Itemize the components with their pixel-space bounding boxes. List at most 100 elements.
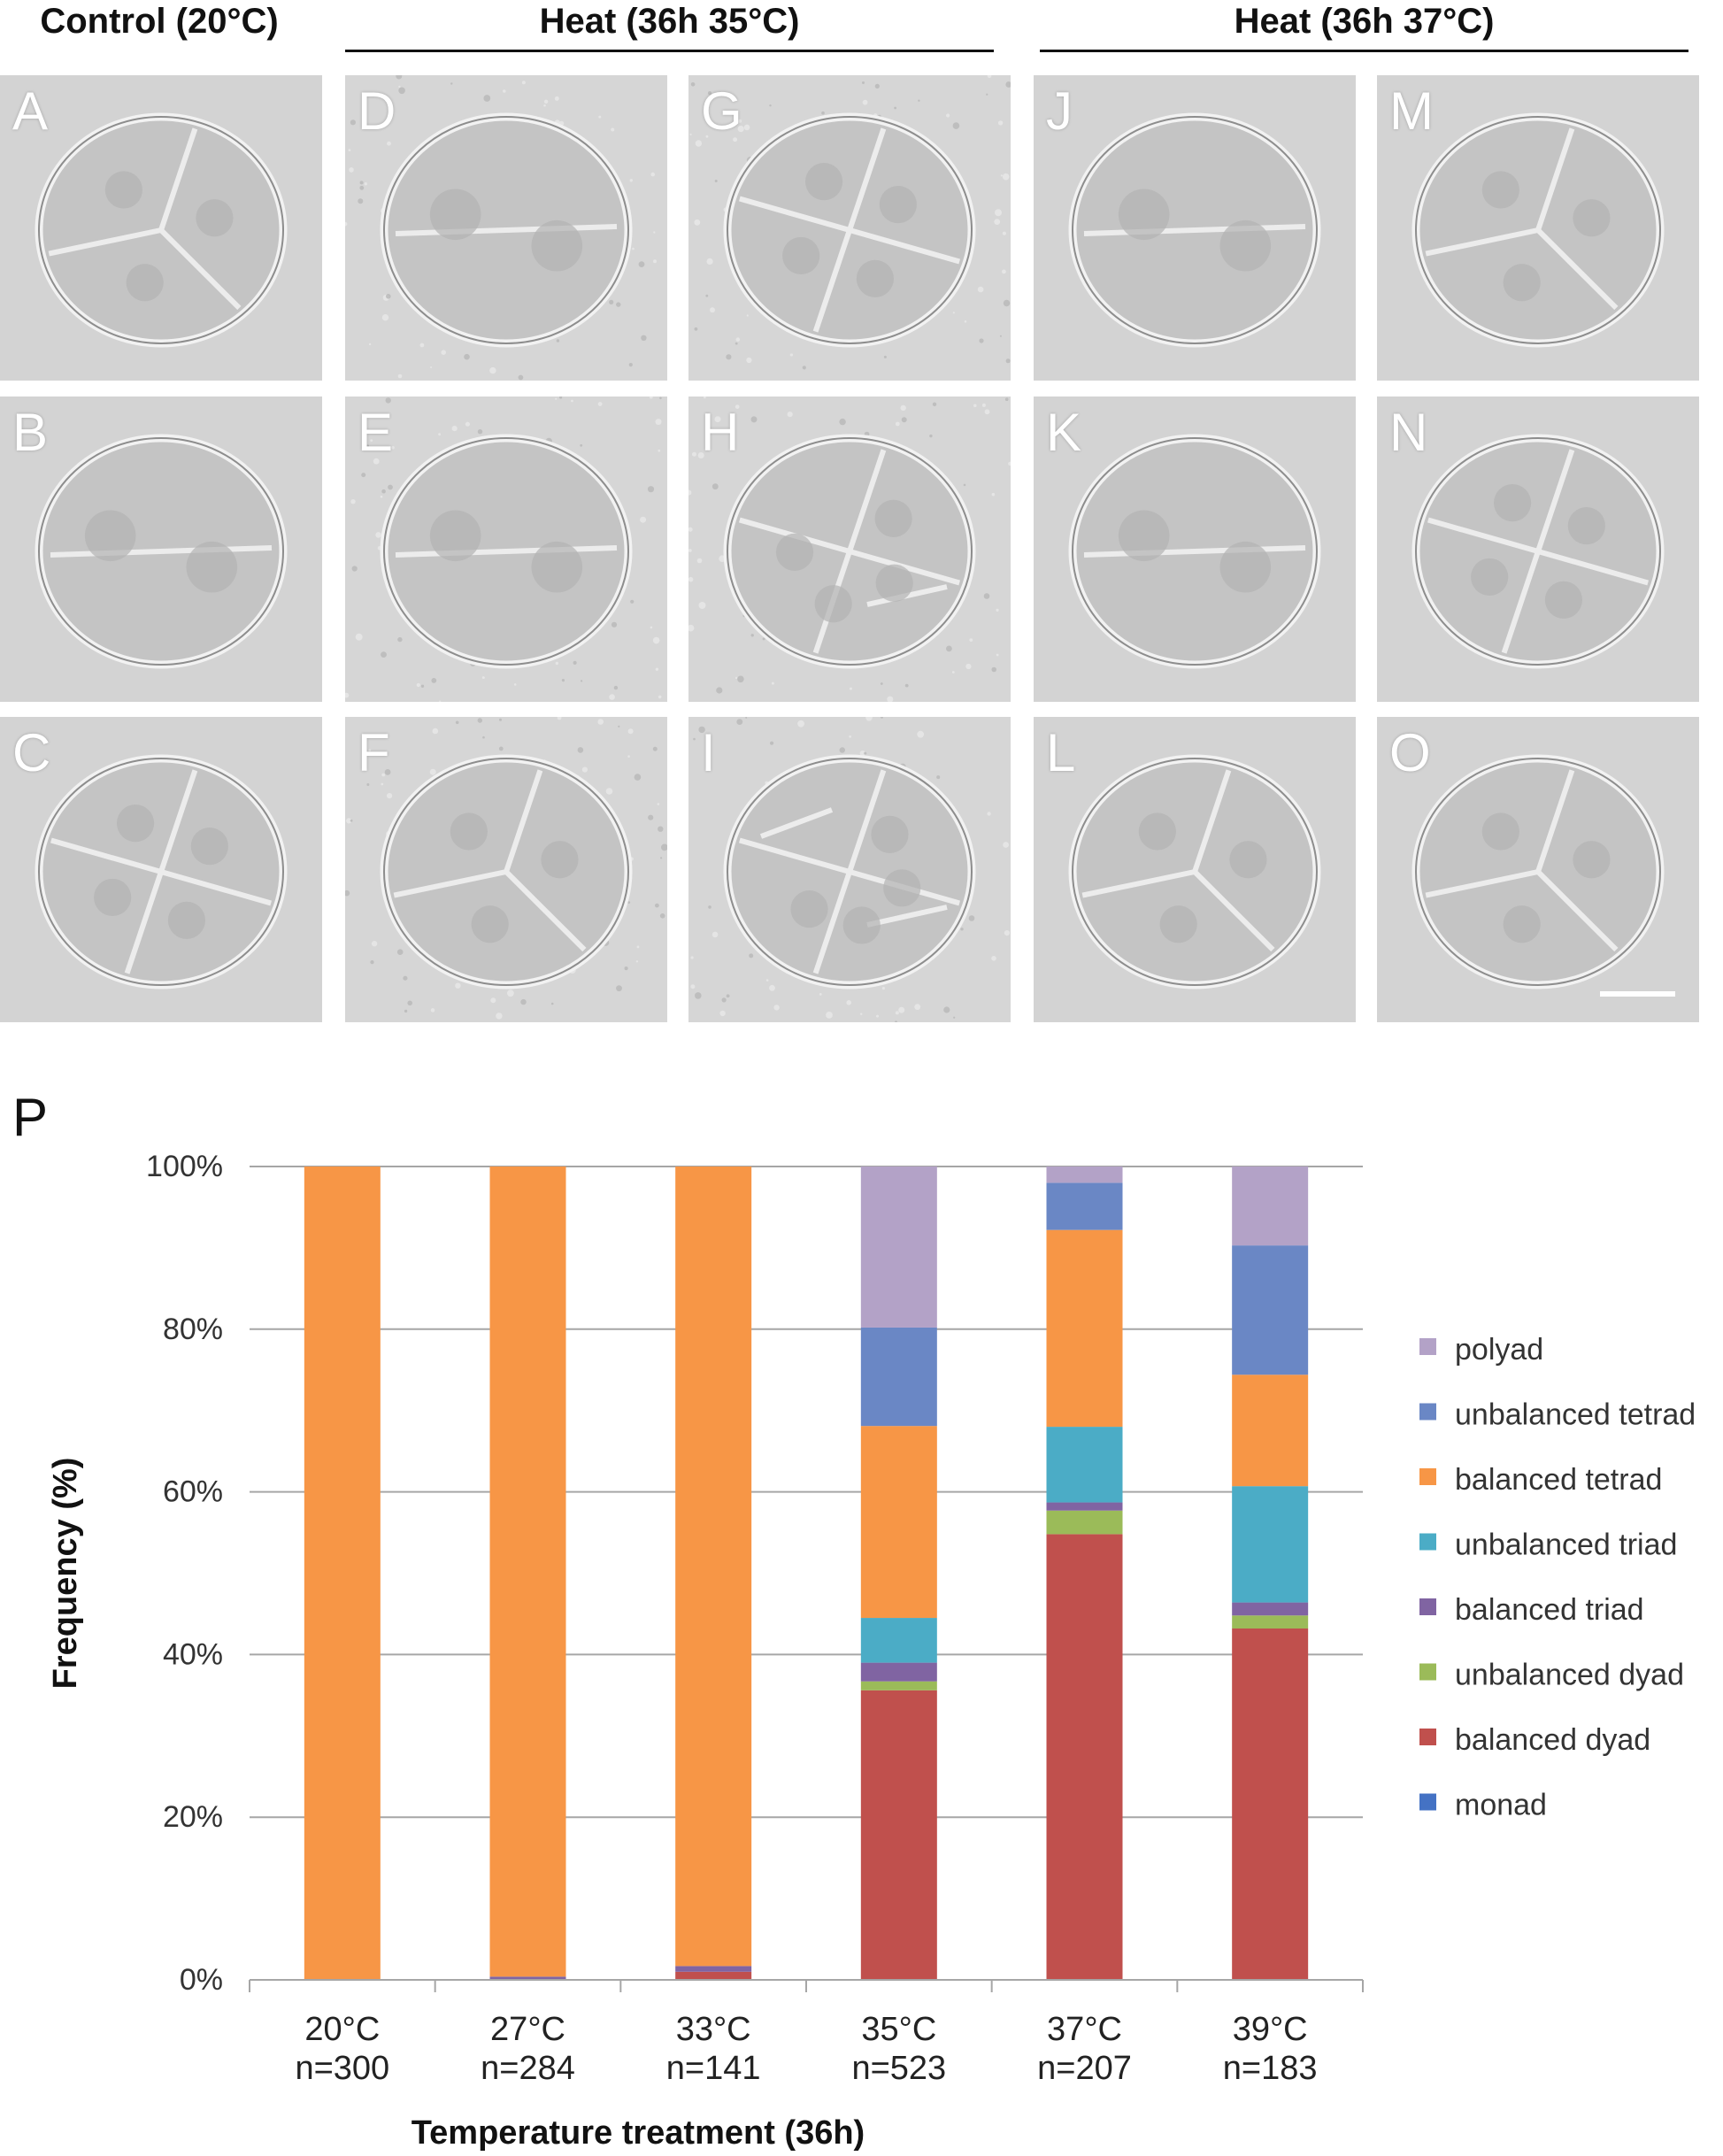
micrograph-image — [1034, 75, 1356, 381]
micrograph-panel-i: I — [688, 717, 1011, 1022]
bar-segment-balanced-dyad — [860, 1690, 937, 1980]
micrograph-image — [345, 397, 667, 702]
micrograph-panel-j: J — [1034, 75, 1356, 381]
bar-segment-balanced-tetrad — [1046, 1229, 1123, 1428]
bar-segment-balanced-triad — [675, 1966, 752, 1972]
micrograph-panel-h: H — [688, 397, 1011, 702]
legend-label: monad — [1455, 1789, 1547, 1822]
bar-segment-polyad — [860, 1167, 937, 1328]
legend-label: unbalanced dyad — [1455, 1659, 1684, 1692]
micrograph-image — [688, 717, 1011, 1022]
bar-segment-balanced-tetrad — [304, 1167, 381, 1980]
legend-label: balanced triad — [1455, 1593, 1644, 1627]
x-tick-label: 39°C — [1233, 2011, 1308, 2048]
header-heat-35-underline — [345, 50, 994, 52]
panel-letter: H — [701, 403, 740, 462]
x-tick-label: 37°C — [1047, 2011, 1122, 2048]
panel-letter: M — [1389, 81, 1434, 141]
x-tick-sublabel: n=207 — [1037, 2050, 1132, 2087]
x-tick-label: 33°C — [676, 2011, 751, 2048]
bar-segment-balanced-tetrad — [675, 1167, 752, 1967]
bar-segment-balanced-tetrad — [489, 1167, 566, 1977]
bar-segment-balanced-dyad — [1046, 1534, 1123, 1980]
panel-letter: D — [358, 81, 396, 141]
panel-letter: E — [358, 403, 394, 462]
bar-segment-unbalanced-triad — [860, 1618, 937, 1663]
bar-segment-balanced-triad — [860, 1662, 937, 1682]
micrograph-image — [345, 75, 667, 381]
panel-letter: K — [1046, 403, 1082, 462]
bar-segment-unbalanced-dyad — [1232, 1615, 1309, 1629]
x-tick-sublabel: n=284 — [481, 2050, 575, 2087]
header-heat-37-underline — [1040, 50, 1688, 52]
bar-segment-unbalanced-tetrad — [1232, 1245, 1309, 1375]
bar-segment-balanced-tetrad — [860, 1426, 937, 1619]
y-tick-label: 0% — [180, 1963, 223, 1997]
y-tick-label: 40% — [163, 1637, 223, 1671]
micrograph-image — [345, 717, 667, 1022]
y-tick-label: 100% — [146, 1150, 223, 1183]
legend-swatch — [1419, 1533, 1436, 1551]
micrograph-image — [0, 397, 322, 702]
panel-letter: O — [1389, 723, 1431, 782]
legend-swatch — [1419, 1598, 1436, 1615]
micrograph-panel-m: M — [1377, 75, 1699, 381]
y-axis-title: Frequency (%) — [47, 1458, 84, 1690]
bar-segment-unbalanced-triad — [1046, 1427, 1123, 1503]
bar-segment-balanced-dyad — [1232, 1628, 1309, 1980]
bar-segment-polyad — [1046, 1167, 1123, 1183]
x-tick-sublabel: n=300 — [295, 2050, 389, 2087]
bar-segment-unbalanced-tetrad — [1046, 1182, 1123, 1230]
micrograph-panel-a: A — [0, 75, 322, 381]
legend-label: polyad — [1455, 1333, 1543, 1367]
y-tick-label: 80% — [163, 1313, 223, 1346]
micrograph-image — [1034, 397, 1356, 702]
micrograph-image — [0, 717, 322, 1022]
panel-letter: F — [358, 723, 390, 782]
micrograph-image — [0, 75, 322, 381]
stacked-bar-chart: 0% 20% 40% 60% 80% 100% 20°Cn=300 27°Cn=284 33°C… — [47, 1150, 1696, 2152]
micrograph-panel-l: L — [1034, 717, 1356, 1022]
panel-letter: J — [1046, 81, 1073, 141]
panel-letter: G — [701, 81, 742, 141]
y-tick-label: 20% — [163, 1800, 223, 1834]
legend-label: balanced dyad — [1455, 1723, 1650, 1757]
micrograph-image — [688, 75, 1011, 381]
x-tick-label: 35°C — [861, 2011, 936, 2048]
bar-segment-unbalanced-dyad — [860, 1681, 937, 1690]
micrograph-image — [1034, 717, 1356, 1022]
panel-letter: C — [12, 723, 51, 782]
header-control: Control (20°C) — [40, 2, 279, 41]
x-tick-label: 27°C — [490, 2011, 565, 2048]
bar-segment-polyad — [1232, 1167, 1309, 1246]
panel-letter: B — [12, 403, 49, 462]
y-tick-label: 60% — [163, 1475, 223, 1509]
x-tick-label: 20°C — [304, 2011, 380, 2048]
micrograph-panel-f: F — [345, 717, 667, 1022]
header-heat-37: Heat (36h 37°C) — [1234, 2, 1495, 41]
micrograph-image — [1377, 75, 1699, 381]
bar-segment-unbalanced-tetrad — [860, 1327, 937, 1427]
micrograph-panel-g: G — [688, 75, 1011, 381]
micrograph-panel-e: E — [345, 397, 667, 702]
bar-segment-unbalanced-triad — [1232, 1486, 1309, 1603]
panel-letter: L — [1046, 723, 1076, 782]
legend-swatch — [1419, 1338, 1436, 1355]
bar-segment-balanced-dyad — [675, 1971, 752, 1980]
legend-label: unbalanced triad — [1455, 1528, 1677, 1562]
bar-segment-balanced-triad — [489, 1976, 566, 1980]
panel-letter: A — [12, 81, 49, 141]
micrograph-panel-o: O — [1377, 717, 1699, 1022]
x-tick-sublabel: n=141 — [666, 2050, 761, 2087]
header-heat-35: Heat (36h 35°C) — [539, 2, 800, 41]
x-axis-title: Temperature treatment (36h) — [412, 2114, 865, 2152]
bar-segment-balanced-triad — [1232, 1602, 1309, 1616]
x-tick-sublabel: n=523 — [851, 2050, 946, 2087]
panel-letter: N — [1389, 403, 1428, 462]
legend-swatch — [1419, 1793, 1436, 1811]
legend-swatch — [1419, 1468, 1436, 1485]
micrograph-image — [1377, 717, 1699, 1022]
legend-swatch — [1419, 1663, 1436, 1681]
x-tick-sublabel: n=183 — [1223, 2050, 1318, 2087]
legend-label: unbalanced tetrad — [1455, 1398, 1696, 1432]
